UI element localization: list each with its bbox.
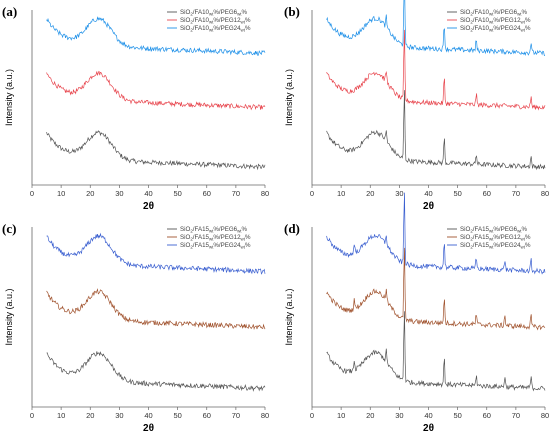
series-line-2 [46,288,266,330]
x-tick-label: 80 [541,411,549,420]
x-tick-label: 30 [115,189,123,198]
legend-entry: SiO2/FA15wt%/PEG6wt% [180,226,248,233]
x-tick-label: 70 [512,189,520,198]
x-tick-label: 80 [261,189,269,198]
x-tick-label: 80 [541,189,549,198]
series-line-3 [46,232,266,275]
x-tick-label: 20 [86,189,94,198]
panel-a: (a) 0 10 20 30 40 50 60 70 80 2θ Intensity (a.u.) Si… [2,4,269,212]
x-tick-label: 0 [30,411,34,420]
x-tick-label: 30 [395,411,403,420]
x-tick-label: 20 [366,411,374,420]
x-tick-label: 50 [453,189,461,198]
panel-c: (c) 0 10 20 30 40 50 60 70 80 2θ Intensity (a.u.) Si… [2,221,269,434]
x-tick-label: 50 [453,411,461,420]
x-tick-label: 10 [57,411,65,420]
panel-b: (b) 0 10 20 30 40 50 60 70 80 2θ Intensity (a.u.) Si… [284,0,549,212]
x-tick-label: 60 [203,411,211,420]
legend-entry: SiO2/FA10wt%/PEG6wt% [460,9,528,16]
x-tick-label: 50 [173,411,181,420]
legend-entry: SiO2/FA10wt%/PEG24wt% [180,25,251,32]
x-tick-label: 60 [203,189,211,198]
x-tick-label: 10 [57,189,65,198]
series-line-1 [46,351,266,392]
x-axis-label: 2θ [423,423,434,434]
legend-entry: SiO2/FA15wt%/PEG24wt% [460,242,531,249]
legend-entry: SiO2/FA15wt%/PEG12wt% [180,234,251,241]
x-tick-label: 10 [337,189,345,198]
x-tick-label: 10 [337,411,345,420]
x-tick-label: 70 [232,411,240,420]
x-tick-label: 30 [115,411,123,420]
x-tick-label: 0 [30,189,34,198]
x-tick-label: 40 [144,189,152,198]
x-tick-label: 80 [261,411,269,420]
legend-entry: SiO2/FA15wt%/PEG24wt% [180,242,251,249]
y-axis-label: Intensity (a.u.) [284,288,294,345]
x-axis-label: 2θ [143,201,154,212]
x-tick-label: 60 [483,411,491,420]
series-line-3 [46,16,266,56]
x-tick-label: 60 [483,189,491,198]
legend-entry: SiO2/FA10wt%/PEG12wt% [180,17,251,24]
series-line-1 [46,130,266,171]
x-tick-label: 0 [310,189,314,198]
x-tick-label: 40 [424,411,432,420]
x-tick-label: 30 [395,189,403,198]
legend-entry: SiO2/FA10wt%/PEG24wt% [460,25,531,32]
x-axis-label: 2θ [423,201,434,212]
panel-letter: (c) [2,221,16,236]
series-line-2 [326,29,546,111]
panel-d: (d) 0 10 20 30 40 50 60 70 80 2θ Intensity (a.u.) Si… [284,192,549,434]
x-tick-label: 70 [232,189,240,198]
x-axis-label: 2θ [143,423,154,434]
x-tick-label: 40 [424,189,432,198]
panel-letter: (b) [284,4,300,19]
panel-letter: (d) [284,221,300,236]
y-axis-label: Intensity (a.u.) [4,288,14,345]
series-line-2 [326,247,546,331]
x-tick-label: 50 [173,189,181,198]
series-line-1 [326,90,546,171]
legend-entry: SiO2/FA10wt%/PEG6wt% [180,9,248,16]
legend-entry: SiO2/FA15wt%/PEG6wt% [460,226,528,233]
y-axis-label: Intensity (a.u.) [284,69,294,126]
panel-letter: (a) [2,4,17,19]
series-line-1 [326,311,546,392]
legend-entry: SiO2/FA15wt%/PEG12wt% [460,234,531,241]
x-tick-label: 70 [512,411,520,420]
y-axis-label: Intensity (a.u.) [4,69,14,126]
series-line-2 [46,70,266,111]
x-tick-label: 40 [144,411,152,420]
series-line-3 [326,0,546,57]
series-line-3 [326,192,546,275]
x-tick-label: 0 [310,411,314,420]
x-tick-label: 20 [366,189,374,198]
x-tick-label: 20 [86,411,94,420]
legend-entry: SiO2/FA10wt%/PEG12wt% [460,17,531,24]
